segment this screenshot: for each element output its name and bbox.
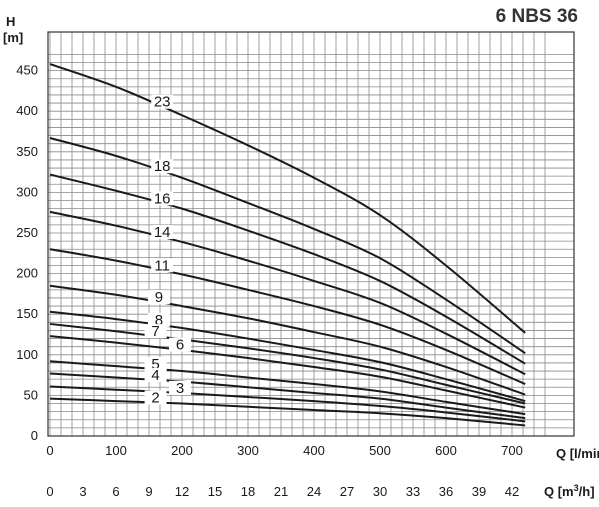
curve-label-18: 18 [154,158,171,175]
x2-tick-label: 15 [208,484,222,499]
x2-tick-label: 36 [439,484,453,499]
x2-tick-label: 6 [112,484,119,499]
curve-label-bg [147,290,170,305]
x-tick-label: 600 [435,443,457,458]
curve-label-4: 4 [151,367,159,384]
y-tick-label: 200 [16,266,38,281]
x-tick-label: 200 [171,443,193,458]
y-axis-label: H [6,14,15,29]
x2-tick-label: 21 [274,484,288,499]
curve-label-3: 3 [176,380,184,397]
curve-label-bg [144,357,167,372]
curve-label-bg [151,258,174,273]
x2-tick-label: 27 [340,484,354,499]
curve-3 [49,385,526,423]
curve-label-2: 2 [151,390,159,407]
x-axis-ticks: 0 100 200 300 400 500 600 700 [46,443,522,458]
x2-axis-ticks: 0 3 6 9 12 15 18 21 24 27 30 33 36 39 42 [46,484,519,499]
x2-tick-label: 33 [406,484,420,499]
chart-title: 6 NBS 36 [496,6,578,27]
y-tick-label: 300 [16,184,38,199]
curve-label-bg [169,337,192,352]
y-axis-unit: [m] [3,30,23,45]
y-tick-label: 350 [16,144,38,159]
x2-tick-label: 3 [79,484,86,499]
curve-label-bg [144,390,167,405]
y-tick-label: 150 [16,306,38,321]
curve-label-bg [151,225,174,240]
curve-label-7: 7 [151,323,159,340]
curve-group [49,63,526,427]
curve-label-bg [151,159,174,174]
curve-label-bg [144,324,167,339]
curve-11 [49,248,526,385]
curve-label-bg [144,367,167,382]
curve-label-16: 16 [154,190,171,207]
curve-label-11: 11 [154,257,170,274]
x2-tick-label: 24 [307,484,321,499]
curve-label-bg [147,312,170,327]
curve-5 [49,360,526,416]
x-axis-label: Q [l/min] [556,446,599,461]
curve-label-23: 23 [154,94,171,111]
x2-tick-label: 39 [472,484,486,499]
curve-label-14: 14 [154,224,171,241]
plot-frame [47,31,575,437]
x-tick-label: 700 [501,443,523,458]
chart-grid [48,32,574,437]
x-tick-label: 300 [237,443,259,458]
curve-8 [49,310,526,403]
x2-axis-label: Q [m3/h] [544,483,595,499]
curve-label-bg [151,191,174,206]
x-tick-label: 100 [105,443,127,458]
y-tick-label: 100 [16,347,38,362]
curve-label-bg [169,380,192,395]
curve-18 [49,137,526,355]
curve-label-5: 5 [151,356,159,373]
curve-16 [49,173,526,365]
curve-7 [49,322,526,405]
x2-tick-label: 9 [145,484,152,499]
curve-9 [49,284,526,396]
x2-tick-label: 12 [175,484,189,499]
x2-tick-label: 18 [241,484,255,499]
curve-2 [49,397,526,427]
y-axis-ticks: 0 50 100 150 200 250 300 350 400 450 [16,63,38,443]
curve-label-9: 9 [155,289,163,306]
x-tick-label: 400 [303,443,325,458]
x-tick-label: 500 [369,443,391,458]
y-tick-label: 400 [16,103,38,118]
x2-tick-label: 0 [46,484,53,499]
x-tick-label: 0 [46,443,53,458]
y-tick-label: 50 [24,387,38,402]
curve-label-bg [151,94,174,109]
y-tick-label: 450 [16,63,38,78]
curve-23 [49,63,526,334]
x2-tick-label: 42 [505,484,519,499]
curve-4 [49,372,526,420]
y-tick-label: 250 [16,225,38,240]
curve-label-8: 8 [155,312,163,329]
x2-tick-label: 30 [373,484,387,499]
curve-label-6: 6 [176,337,184,354]
y-tick-label: 0 [31,428,38,443]
curve-6 [49,335,526,409]
curve-14 [49,210,526,376]
